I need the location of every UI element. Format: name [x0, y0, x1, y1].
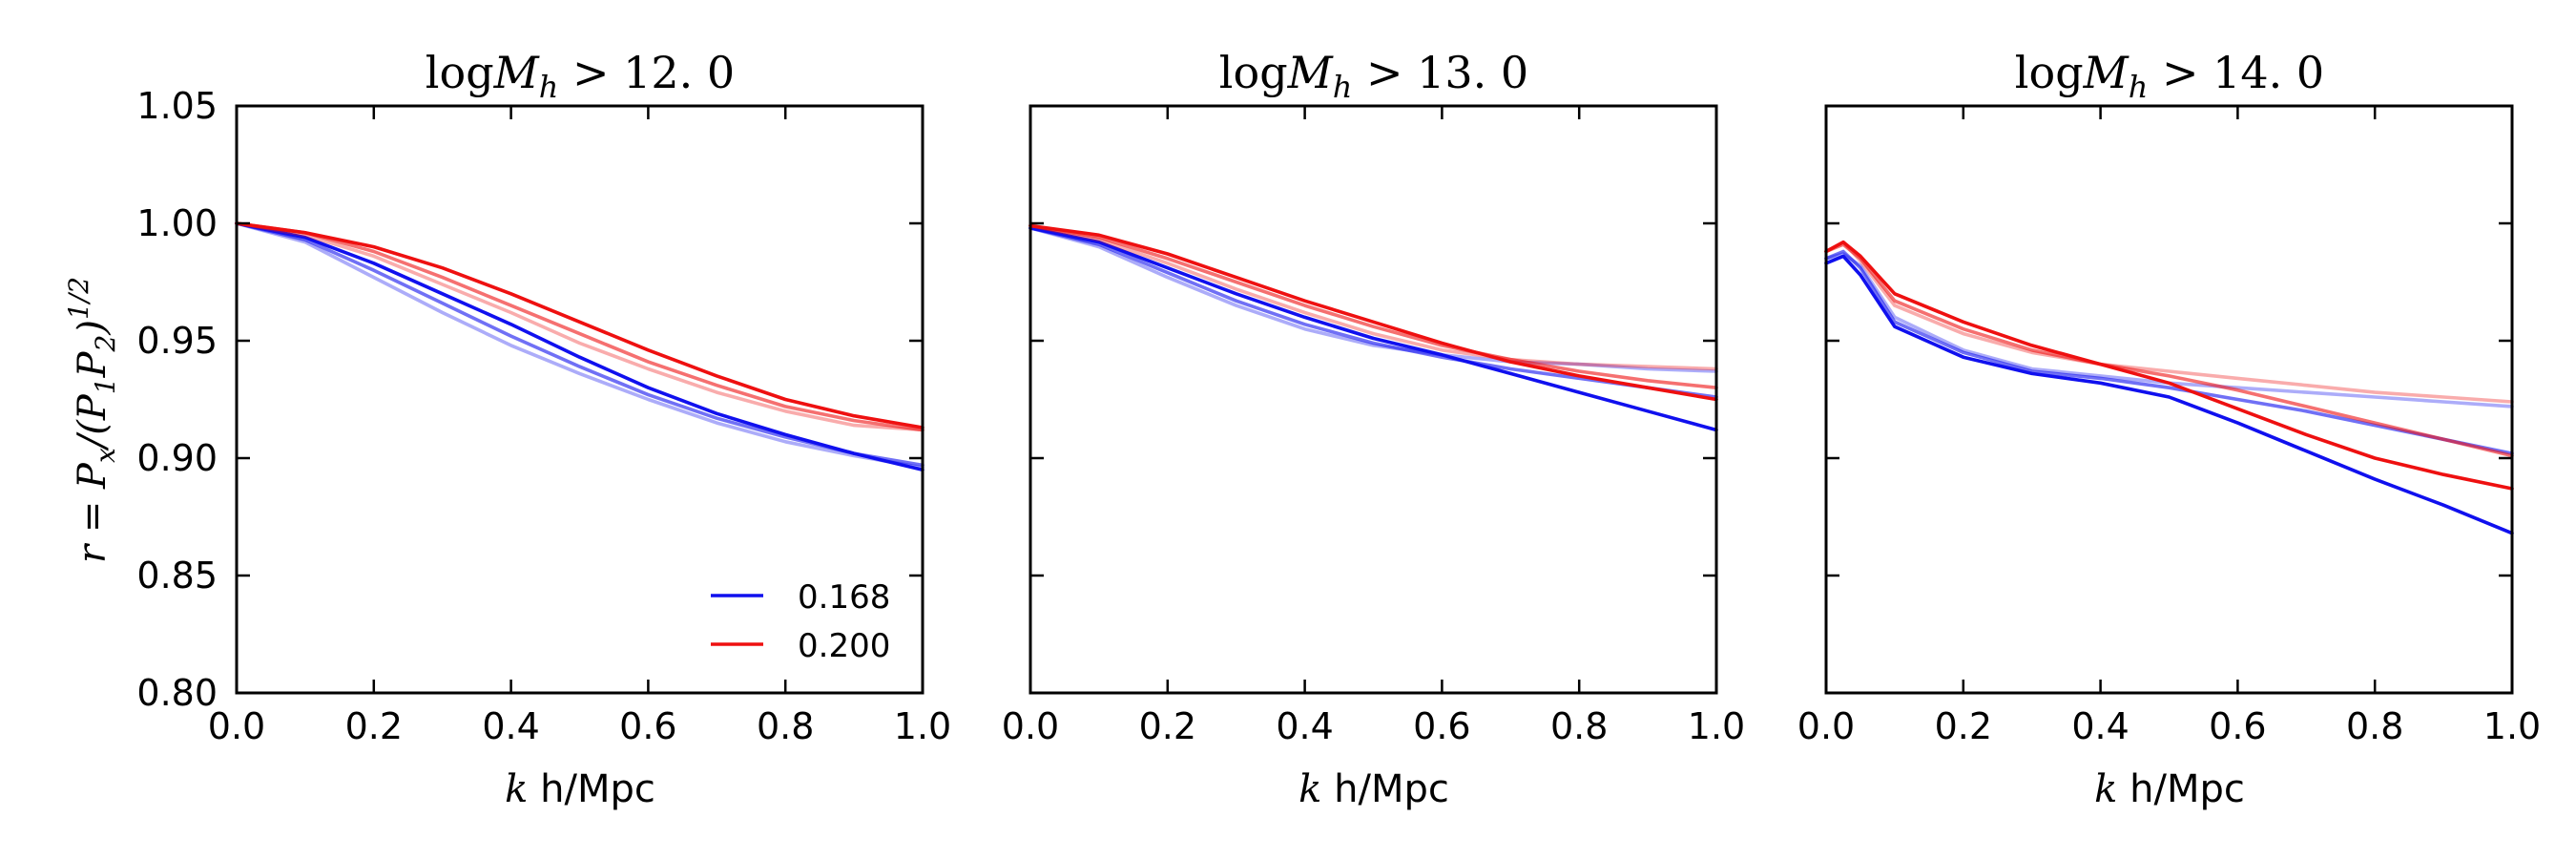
- panel-2-x-tick-label-0: 0.0: [1002, 705, 1059, 747]
- panel-2: logMh > 13. 0 0.0 0.2 0.4 0.6 0.8 1.0 k h/Mpc: [1002, 47, 1745, 811]
- panel-3-series-red-6: [1824, 240, 2514, 491]
- panel-3-x-tick-label-3: 0.6: [2209, 705, 2266, 747]
- panel-1-series-blue-1: [235, 221, 924, 470]
- panel-1-series-red-5: [235, 221, 924, 432]
- panel-1-series-blue-3: [235, 221, 924, 472]
- panel-2-x-axis-label: k h/Mpc: [1298, 767, 1449, 811]
- panel-2-series-red-4: [1028, 223, 1718, 371]
- panel-3-x-tick-label-0: 0.0: [1797, 705, 1855, 747]
- panel-1-x-tick-label-4: 0.8: [757, 705, 814, 747]
- panel-2-series-red-5: [1028, 223, 1718, 389]
- panel-3-x-tick-label-2: 0.4: [2071, 705, 2129, 747]
- panel-1-title: logMh > 12. 0: [426, 47, 735, 105]
- panel-1-series-red-4: [235, 221, 924, 432]
- panel-3-x-axis-label: k h/Mpc: [2094, 767, 2245, 811]
- panel-2-title: logMh > 13. 0: [1219, 47, 1528, 105]
- y-tick-label-0: 0.80: [136, 672, 218, 714]
- panel-3-series-red-4: [1824, 240, 2514, 404]
- panel-2-series-red-6: [1028, 223, 1718, 402]
- panel-2-ticks: 0.0 0.2 0.4 0.6 0.8 1.0: [1002, 104, 1745, 747]
- y-tick-label-4: 1.00: [136, 202, 218, 244]
- panel-2-frame: [1028, 104, 1718, 695]
- y-tick-label-2: 0.90: [136, 437, 218, 479]
- panel-1-x-tick-label-1: 0.2: [345, 705, 403, 747]
- panel-1-x-tick-label-2: 0.4: [482, 705, 539, 747]
- panel-1-series-red-6: [235, 221, 924, 430]
- panel-3-series-blue-3: [1824, 254, 2514, 535]
- panel-3-x-tick-label-5: 1.0: [2483, 705, 2541, 747]
- panel-3: logMh > 14. 0 0.0 0.2 0.4 0.6 0.8 1.0 k h/Mpc: [1797, 47, 2541, 811]
- panel-3-title: logMh > 14. 0: [2015, 47, 2324, 105]
- y-tick-label-3: 0.95: [136, 320, 218, 362]
- panel-3-x-tick-label-4: 0.8: [2346, 705, 2403, 747]
- panel-3-x-tick-label-1: 0.2: [1935, 705, 1992, 747]
- panel-2-x-tick-label-1: 0.2: [1139, 705, 1196, 747]
- legend-label-blue: 0.168: [798, 578, 890, 617]
- legend: 0.168 0.200: [711, 578, 890, 665]
- panel-1: logMh > 12. 0 0.0 0.2 0.4 0.6 0.8 1.0 0.80 0.85…: [136, 47, 951, 811]
- panel-1-ticks: 0.0 0.2 0.4 0.6 0.8 1.0 0.80 0.85 0.90 0.95 1.00 1.…: [136, 85, 951, 747]
- panel-2-x-tick-label-2: 0.4: [1276, 705, 1333, 747]
- panel-3-series-blue-2: [1824, 249, 2514, 455]
- panel-1-frame: [235, 104, 924, 695]
- panel-1-x-tick-label-3: 0.6: [619, 705, 676, 747]
- panel-2-series-blue-1: [1028, 226, 1718, 373]
- legend-label-red: 0.200: [798, 627, 890, 665]
- panel-1-x-axis-label: k h/Mpc: [505, 767, 655, 811]
- panel-2-series-blue-3: [1028, 226, 1718, 432]
- panel-2-x-tick-label-3: 0.6: [1413, 705, 1470, 747]
- y-tick-label-1: 0.85: [136, 555, 218, 597]
- panel-2-x-tick-label-5: 1.0: [1688, 705, 1745, 747]
- panel-3-series: [1824, 240, 2514, 535]
- panel-1-x-tick-label-0: 0.0: [208, 705, 265, 747]
- y-tick-label-5: 1.05: [136, 85, 218, 127]
- panel-3-series-red-5: [1824, 242, 2514, 458]
- panel-2-series: [1028, 223, 1718, 432]
- panel-3-frame: [1824, 104, 2514, 695]
- panel-1-series: [235, 221, 924, 472]
- panel-1-x-tick-label-5: 1.0: [894, 705, 951, 747]
- panel-3-ticks: 0.0 0.2 0.4 0.6 0.8 1.0: [1797, 104, 2541, 747]
- y-axis-label: r = Px/(P1P2)1/2: [63, 277, 121, 563]
- panel-2-x-tick-label-4: 0.8: [1550, 705, 1608, 747]
